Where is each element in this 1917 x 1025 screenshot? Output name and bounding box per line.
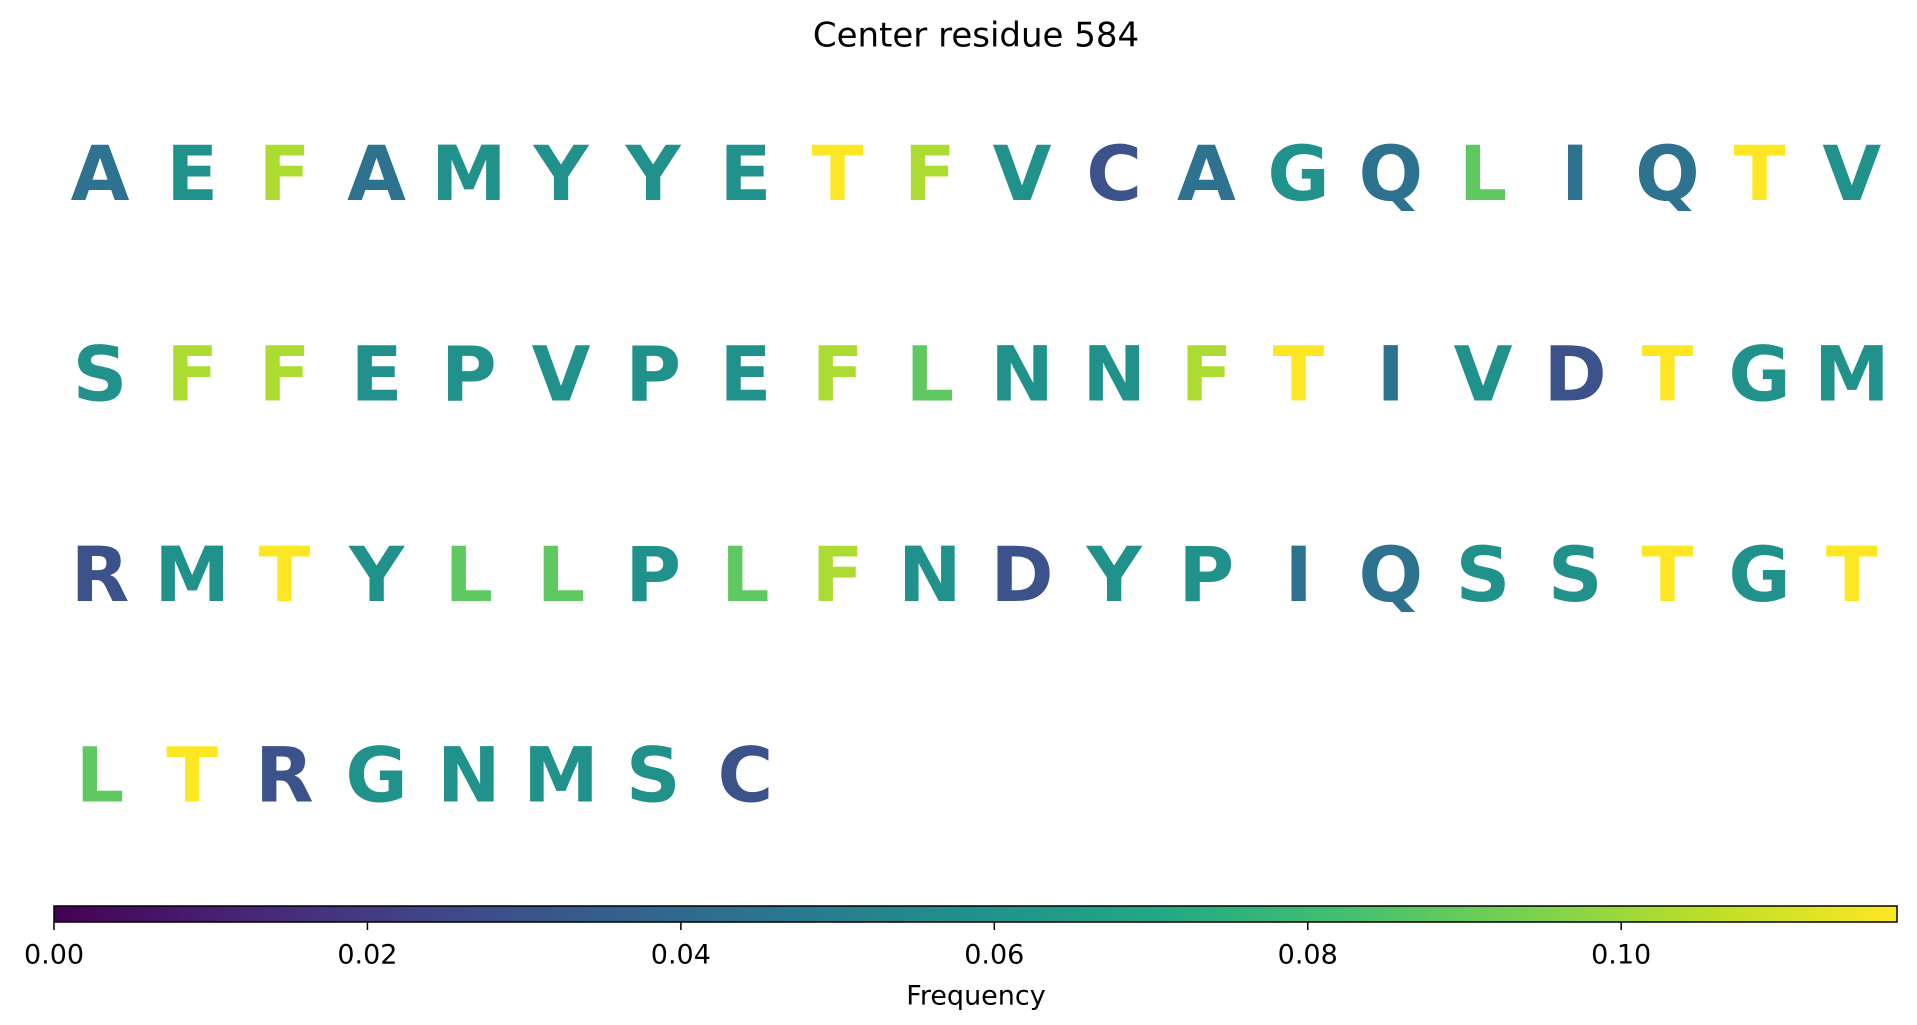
residue-letter: A [71,129,130,218]
residue-letter: L [906,329,954,418]
residue-letter: T [1273,329,1325,418]
residue-letter: G [345,730,407,819]
residue-letter: L [76,730,124,819]
residue-letter: Y [625,129,682,218]
residue-letter: E [719,129,771,218]
residue-letter: M [431,129,507,218]
residue-letter: I [1377,329,1405,418]
residue-letter: C [1086,129,1142,218]
residue-letter: D [1544,329,1607,418]
residue-letter: N [1082,329,1146,418]
tick-label: 0.06 [964,940,1024,971]
residue-letter: V [532,329,591,418]
residue-letter: F [1180,329,1232,418]
residue-letter: M [154,530,230,619]
residue-letter: G [1728,530,1790,619]
residue-letter: G [1728,329,1790,418]
residue-letter: F [812,530,864,619]
residue-letter: E [166,129,218,218]
chart-title: Center residue 584 [813,16,1139,56]
residue-letter: F [904,129,956,218]
residue-letter: S [73,329,128,418]
residue-letter: Y [1086,530,1143,619]
residue-letter: N [898,530,962,619]
residue-letter: R [71,530,130,619]
residue-letter: I [1561,129,1589,218]
residue-letter: I [1284,530,1312,619]
residue-letter: Q [1635,129,1700,218]
residue-letter: R [255,730,314,819]
residue-letter: Y [348,530,405,619]
residue-letter: T [812,129,864,218]
residue-letter: M [523,730,599,819]
residue-letter: V [993,129,1052,218]
residue-letter: F [258,129,310,218]
residue-letter: G [1267,129,1329,218]
residue-letter: T [258,530,310,619]
residue-letter: M [1814,329,1890,418]
residue-letter: Q [1358,129,1423,218]
residue-letter: L [721,530,769,619]
residue-letter: P [625,329,681,418]
residue-letter: Y [532,129,589,218]
residue-letter: N [437,730,501,819]
residue-letter: S [626,730,681,819]
residue-letter: P [1179,530,1235,619]
residue-letter: N [990,329,1054,418]
colorbar-label: Frequency [906,981,1046,1012]
colorbar [53,905,1898,923]
tick-label: 0.10 [1591,940,1651,971]
residue-letter: P [625,530,681,619]
residue-letter: C [718,730,774,819]
residue-letter: V [1454,329,1513,418]
residue-letter: E [719,329,771,418]
residue-letter: L [537,530,585,619]
tick-label: 0.04 [651,940,711,971]
residue-letter: T [1826,530,1878,619]
residue-letter: T [1641,530,1693,619]
residue-letter: F [812,329,864,418]
residue-letter: L [445,530,493,619]
residue-letter: Q [1358,530,1423,619]
residue-letter: E [351,329,403,418]
residue-letter: T [166,730,218,819]
residue-letter: S [1548,530,1603,619]
tick-label: 0.08 [1278,940,1338,971]
residue-letter: F [258,329,310,418]
residue-letter: P [441,329,497,418]
tick-label: 0.00 [24,940,84,971]
residue-letter: A [1177,129,1236,218]
tick-label: 0.02 [337,940,397,971]
residue-letter: T [1734,129,1786,218]
residue-letter: T [1641,329,1693,418]
residue-letter: L [1459,129,1507,218]
residue-letter: D [990,530,1053,619]
residue-letter: V [1822,129,1881,218]
residue-letter: A [347,129,406,218]
residue-letter: F [166,329,218,418]
residue-letter: S [1456,530,1511,619]
